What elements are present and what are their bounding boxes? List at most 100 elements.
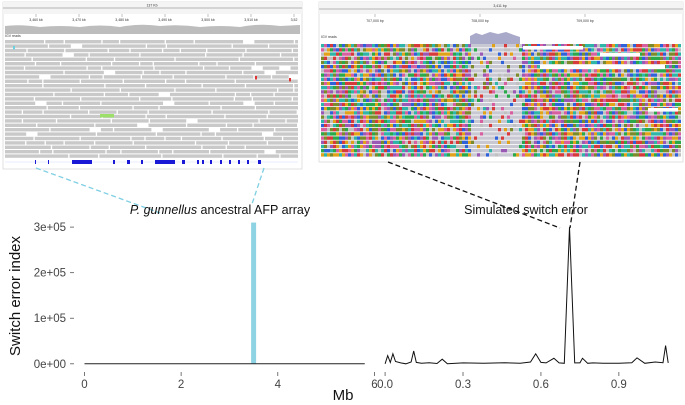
igv-read-base xyxy=(579,52,582,56)
igv-read-base xyxy=(531,44,534,48)
igv-read-base xyxy=(447,52,450,56)
igv-read-base xyxy=(597,102,600,107)
igv-read-base xyxy=(354,73,357,77)
igv-read-base xyxy=(588,77,591,81)
igv-read-base xyxy=(546,111,549,115)
igv-read-base xyxy=(417,90,420,94)
igv-read-base xyxy=(462,81,465,86)
igv-read-base xyxy=(666,90,669,94)
igv-read-base xyxy=(600,69,603,73)
igv-read-base xyxy=(387,153,390,157)
igv-read-base xyxy=(630,86,633,90)
igv-read-base xyxy=(327,73,330,77)
igv-read-base xyxy=(582,149,585,153)
igv-read-base xyxy=(492,94,495,98)
igv-read xyxy=(225,114,267,119)
igv-read-base xyxy=(669,81,672,86)
igv-read-base xyxy=(528,94,531,98)
igv-read-base xyxy=(636,94,639,98)
igv-read-base xyxy=(342,98,345,102)
igv-read-base xyxy=(504,144,507,149)
igv-read-base xyxy=(360,102,363,107)
igv-read-base xyxy=(651,73,654,77)
igv-read-base xyxy=(474,77,477,81)
igv-read-base xyxy=(396,56,399,60)
igv-read-base xyxy=(510,119,513,123)
igv-read xyxy=(283,136,298,141)
igv-read-base xyxy=(546,136,549,140)
igv-read-base xyxy=(447,153,450,157)
igv-read-base xyxy=(615,60,618,65)
right-x-axis: 0.0 0.3 0.6 0.9 xyxy=(377,372,627,391)
igv-read xyxy=(280,154,298,158)
igv-read-base xyxy=(450,52,453,56)
igv-read-base xyxy=(369,144,372,149)
igv-read-base xyxy=(375,115,378,119)
igv-read-base xyxy=(504,140,507,144)
igv-read-base xyxy=(633,119,636,123)
igv-read-base xyxy=(597,56,600,60)
igv-read-base xyxy=(579,119,582,123)
igv-read-base xyxy=(549,111,552,115)
igv-read-base xyxy=(381,60,384,65)
igv-read-base xyxy=(498,77,501,81)
igv-read-base xyxy=(540,81,543,86)
igv-read-base xyxy=(324,132,327,136)
igv-read-base xyxy=(564,52,567,56)
igv-read-base xyxy=(351,132,354,136)
igv-read-base xyxy=(558,52,561,56)
igv-read-base xyxy=(567,81,570,86)
igv-read-base xyxy=(402,98,405,102)
igv-read-base xyxy=(420,144,423,149)
igv-read-base xyxy=(606,69,609,73)
igv-read-base xyxy=(462,128,465,132)
igv-read-base xyxy=(402,140,405,144)
igv-read-base xyxy=(540,52,543,56)
igv-read-base xyxy=(420,69,423,73)
igv-read-base xyxy=(564,73,567,77)
igv-read-base xyxy=(426,90,429,94)
igv-read xyxy=(169,92,235,97)
igv-read-base xyxy=(513,107,516,111)
igv-read-base xyxy=(627,73,630,77)
igv-read-base xyxy=(375,119,378,123)
igv-read-base xyxy=(390,86,393,90)
igv-read-base xyxy=(414,98,417,102)
igv-read-base xyxy=(339,102,342,107)
igv-read-base xyxy=(642,119,645,123)
igv-read-base xyxy=(363,136,366,140)
igv-read xyxy=(259,119,286,123)
igv-read-base xyxy=(354,65,357,69)
igv-read-base xyxy=(324,111,327,115)
igv-read-base xyxy=(405,52,408,56)
igv-read-base xyxy=(381,44,384,48)
igv-read-base xyxy=(369,140,372,144)
igv-read-base xyxy=(354,69,357,73)
igv-read-base xyxy=(585,69,588,73)
igv-read xyxy=(5,123,37,127)
igv-read-base xyxy=(648,144,651,149)
igv-read-base xyxy=(633,98,636,102)
igv-read-base xyxy=(522,56,525,60)
igv-read-base xyxy=(579,56,582,60)
igv-read-base xyxy=(378,48,381,52)
igv-read-base xyxy=(651,111,654,115)
igv-read-base xyxy=(609,73,612,77)
igv-read-base xyxy=(552,107,555,111)
igv-read-base xyxy=(654,69,657,73)
igv-read-base xyxy=(573,86,576,90)
igv-read-base xyxy=(531,81,534,86)
igv-read-base xyxy=(462,107,465,111)
igv-read-base xyxy=(465,86,468,90)
igv-read-base xyxy=(336,144,339,149)
igv-read xyxy=(265,136,282,141)
igv-read-base xyxy=(624,128,627,132)
igv-read-base xyxy=(666,140,669,144)
igv-read xyxy=(5,128,50,132)
igv-read-base xyxy=(354,140,357,144)
igv-read-base xyxy=(588,140,591,144)
igv-read-base xyxy=(426,48,429,52)
igv-read-base xyxy=(519,111,522,115)
igv-read xyxy=(210,150,265,154)
igv-read-base xyxy=(486,111,489,115)
